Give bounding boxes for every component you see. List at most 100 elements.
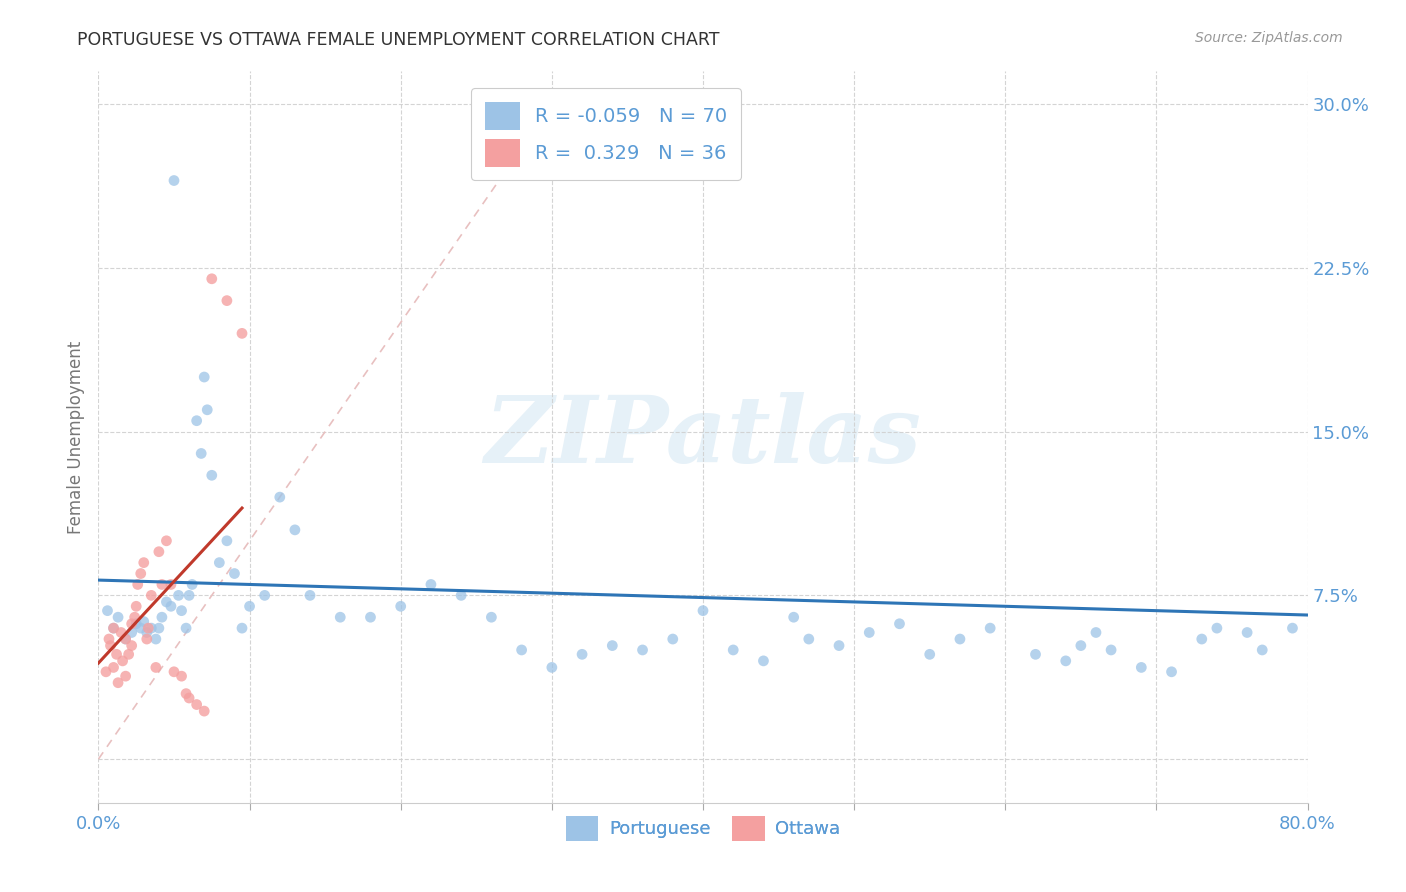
Point (105, 648, 128, 662)
Point (193, 704, 215, 718)
Point (148, 545, 170, 559)
Point (150, 577, 173, 591)
Point (155, 533, 177, 548)
Point (179, 691, 201, 706)
Point (215, 533, 238, 548)
Point (420, 577, 443, 591)
Point (170, 669, 193, 683)
Point (129, 621, 152, 635)
Point (114, 632, 136, 646)
Point (111, 654, 134, 668)
Point (269, 490, 291, 504)
Point (752, 654, 775, 668)
Point (1251, 643, 1274, 657)
Point (160, 577, 183, 591)
Point (571, 648, 593, 662)
Point (167, 588, 190, 602)
Point (96, 604, 118, 618)
Point (1024, 648, 1046, 662)
Point (107, 675, 129, 690)
Point (181, 577, 204, 591)
Point (949, 632, 972, 646)
Point (129, 566, 152, 581)
Point (132, 615, 155, 629)
Point (136, 621, 159, 635)
Text: ZIPatlas: ZIPatlas (485, 392, 921, 482)
Point (174, 621, 197, 635)
Point (94, 665, 117, 679)
Point (1130, 660, 1153, 674)
Point (783, 610, 806, 624)
Point (208, 556, 231, 570)
Point (170, 604, 193, 618)
Point (224, 566, 246, 581)
Point (163, 173, 186, 187)
Point (540, 660, 562, 674)
Point (1070, 639, 1092, 653)
Point (103, 621, 125, 635)
Point (723, 643, 745, 657)
Point (201, 468, 224, 483)
Point (179, 588, 201, 602)
Point (121, 639, 143, 653)
Point (100, 639, 122, 653)
Point (1236, 625, 1258, 640)
Point (828, 639, 851, 653)
Point (110, 625, 132, 640)
Point (98, 632, 121, 646)
Point (797, 632, 820, 646)
Point (1281, 621, 1303, 635)
Point (253, 588, 276, 602)
Point (135, 625, 157, 640)
Point (1206, 621, 1229, 635)
Text: PORTUGUESE VS OTTAWA FEMALE UNEMPLOYMENT CORRELATION CHART: PORTUGUESE VS OTTAWA FEMALE UNEMPLOYMENT… (77, 31, 720, 49)
Point (1054, 654, 1077, 668)
Point (186, 698, 208, 712)
Point (125, 616, 148, 631)
Point (186, 414, 208, 428)
Point (141, 621, 163, 635)
Point (979, 621, 1001, 635)
Point (284, 523, 307, 537)
Point (150, 610, 173, 624)
Point (155, 595, 177, 609)
Point (481, 610, 503, 624)
Point (858, 625, 880, 640)
Point (661, 632, 683, 646)
Point (1191, 632, 1213, 646)
Point (107, 610, 129, 624)
Point (114, 632, 136, 646)
Point (141, 588, 163, 602)
Point (160, 599, 183, 614)
Point (389, 599, 412, 614)
Point (1085, 625, 1108, 640)
Point (602, 639, 624, 653)
Point (889, 616, 911, 631)
Point (360, 610, 382, 624)
Point (145, 632, 167, 646)
Point (174, 687, 197, 701)
Point (329, 610, 352, 624)
Point (193, 370, 215, 384)
Point (103, 621, 125, 635)
Point (215, 293, 238, 308)
Point (190, 446, 212, 460)
Point (231, 621, 253, 635)
Point (510, 643, 533, 657)
Point (145, 660, 167, 674)
Point (148, 621, 170, 635)
Point (118, 648, 141, 662)
Point (1099, 643, 1122, 657)
Point (125, 599, 148, 614)
Point (121, 625, 143, 640)
Y-axis label: Female Unemployment: Female Unemployment (66, 341, 84, 533)
Point (114, 669, 136, 683)
Point (201, 272, 224, 286)
Point (103, 660, 125, 674)
Point (195, 402, 218, 417)
Point (231, 326, 253, 341)
Point (124, 610, 146, 624)
Point (918, 648, 941, 662)
Text: Source: ZipAtlas.com: Source: ZipAtlas.com (1195, 31, 1343, 45)
Legend: Portuguese, Ottawa: Portuguese, Ottawa (558, 809, 848, 848)
